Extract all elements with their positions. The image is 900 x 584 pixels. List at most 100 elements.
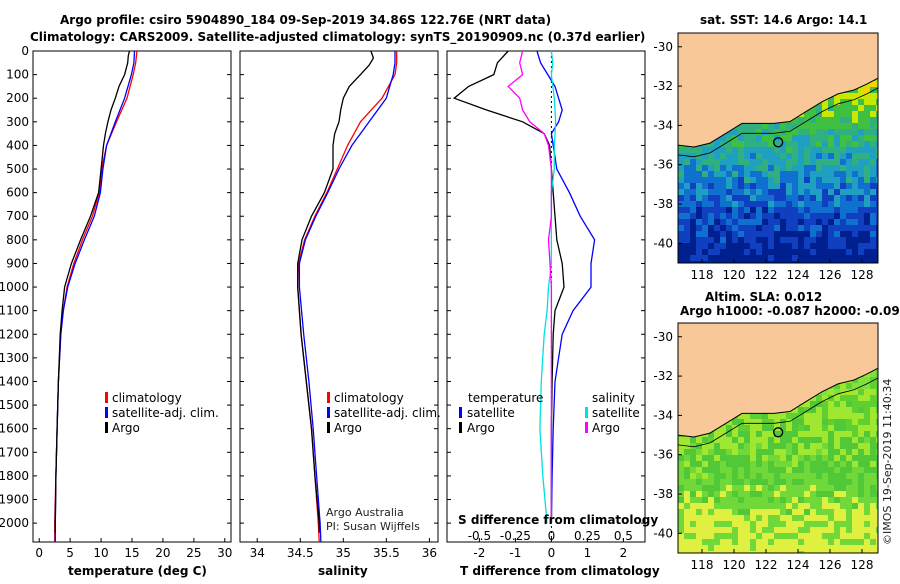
map-cell [696, 243, 702, 249]
map-cell [798, 255, 804, 261]
map-cell [876, 207, 878, 213]
map-cell [720, 177, 726, 183]
map-cell [726, 225, 732, 231]
map-cell [696, 449, 702, 455]
map-cell [828, 255, 834, 261]
map-cell [864, 521, 870, 527]
map-cell [876, 539, 878, 545]
map-cell [852, 249, 858, 255]
map-cell [816, 225, 822, 231]
map-cell [708, 455, 714, 461]
map-cell [732, 473, 738, 479]
map-cell [690, 159, 696, 165]
map-cell [732, 515, 738, 521]
map-cell [774, 497, 780, 503]
map-cell [846, 437, 852, 443]
map-cell [678, 225, 684, 231]
map-cell [678, 467, 684, 473]
map-cell [876, 231, 878, 237]
map-cell [816, 237, 822, 243]
map-cell [720, 159, 726, 165]
legend-title-salinity: salinity [592, 391, 635, 405]
map-cell [822, 231, 828, 237]
map-cell [810, 207, 816, 213]
sla-map: Altim. SLA: 0.012 Argo h1000: -0.087 h20… [653, 290, 900, 572]
map-cell [810, 261, 816, 263]
map-cell [798, 195, 804, 201]
map-cell [738, 153, 744, 159]
map-cell [744, 141, 750, 147]
map-cell [732, 249, 738, 255]
map-cell [720, 437, 726, 443]
map-cell [774, 539, 780, 545]
map-cell [828, 449, 834, 455]
map-cell [846, 467, 852, 473]
depth-axis: 0100200300400500600700800900100011001200… [0, 44, 29, 530]
map-cell [870, 225, 876, 231]
map-cell [864, 545, 870, 551]
map-cell [804, 243, 810, 249]
map-cell [840, 527, 846, 533]
map-cell [840, 141, 846, 147]
map-cell [804, 461, 810, 467]
map-cell [750, 243, 756, 249]
map-cell [708, 467, 714, 473]
t-difference-xlabel: T difference from climatology [460, 564, 660, 578]
map-cell [744, 159, 750, 165]
map-cell [864, 509, 870, 515]
map-cell [792, 219, 798, 225]
map-cell [822, 539, 828, 545]
map-cell [726, 503, 732, 509]
map-cell [738, 201, 744, 207]
map-cell [840, 225, 846, 231]
map-cell [708, 141, 714, 147]
map-cell [714, 147, 720, 153]
map-cell [714, 177, 720, 183]
y-tick-label: 500 [6, 162, 29, 176]
map-cell [762, 129, 768, 135]
map-cell [786, 539, 792, 545]
map-cell [864, 213, 870, 219]
map-cell [714, 449, 720, 455]
map-cell [864, 551, 870, 553]
map-cell [864, 153, 870, 159]
map-cell [786, 455, 792, 461]
map-cell [852, 551, 858, 553]
map-cell [690, 243, 696, 249]
map-x-tick-label: 124 [787, 558, 810, 572]
map-cell [870, 255, 876, 261]
map-cell [816, 485, 822, 491]
map-cell [738, 425, 744, 431]
map-cell [828, 437, 834, 443]
map-cell [828, 455, 834, 461]
map-cell [762, 255, 768, 261]
map-cell [798, 183, 804, 189]
map-cell [714, 545, 720, 551]
map-cell [852, 509, 858, 515]
map-cell [780, 545, 786, 551]
map-cell [744, 503, 750, 509]
map-cell [720, 455, 726, 461]
map-cell [852, 189, 858, 195]
map-cell [690, 485, 696, 491]
map-cell [876, 377, 878, 383]
map-cell [822, 213, 828, 219]
map-cell [798, 485, 804, 491]
map-cell [792, 527, 798, 533]
map-cell [726, 207, 732, 213]
map-cell [858, 177, 864, 183]
map-cell [750, 219, 756, 225]
map-cell [762, 195, 768, 201]
map-cell [870, 407, 876, 413]
map-cell [864, 431, 870, 437]
map-cell [684, 255, 690, 261]
map-cell [858, 99, 864, 105]
map-cell [816, 123, 822, 129]
map-cell [816, 159, 822, 165]
map-cell [876, 189, 878, 195]
map-cell [738, 195, 744, 201]
map-cell [798, 159, 804, 165]
map-cell [792, 407, 798, 413]
map-cell [744, 473, 750, 479]
map-cell [684, 527, 690, 533]
